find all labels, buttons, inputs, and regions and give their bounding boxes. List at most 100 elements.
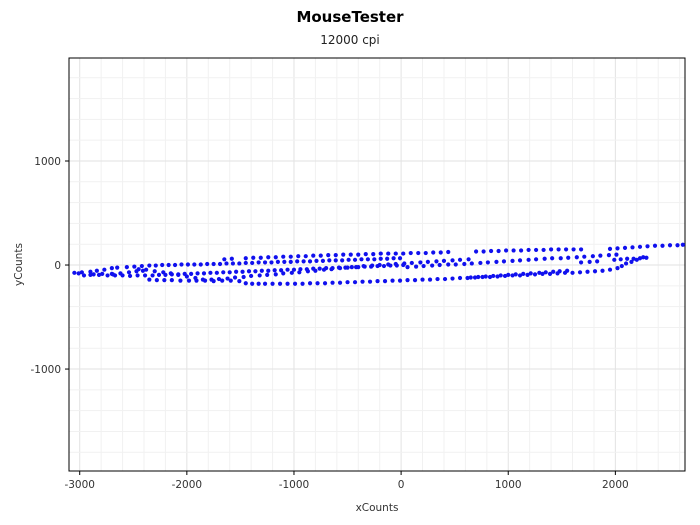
data-point	[511, 248, 516, 253]
data-point	[551, 269, 556, 274]
data-point	[457, 275, 463, 281]
data-point	[465, 275, 470, 281]
data-point	[405, 265, 410, 270]
data-point	[289, 270, 294, 275]
x-tick-label: 1000	[495, 479, 522, 491]
data-point	[578, 247, 584, 252]
data-point	[615, 266, 620, 271]
data-point	[221, 270, 226, 275]
data-point	[317, 266, 322, 271]
data-point	[587, 259, 592, 264]
data-point	[340, 258, 345, 263]
data-point	[132, 264, 137, 269]
data-point	[363, 251, 368, 257]
data-point	[667, 243, 673, 248]
data-point	[352, 280, 358, 285]
data-point	[622, 245, 628, 250]
data-point	[521, 271, 526, 276]
data-point	[169, 278, 174, 283]
data-point	[337, 280, 343, 285]
data-point	[462, 261, 467, 267]
data-point	[501, 259, 507, 264]
data-point	[281, 271, 286, 276]
data-point	[250, 281, 255, 286]
data-point	[345, 265, 350, 270]
data-point	[377, 262, 382, 268]
data-point	[94, 268, 99, 273]
data-point	[652, 243, 658, 248]
data-point	[178, 278, 183, 283]
x-tick-label: -3000	[64, 479, 95, 491]
data-point	[637, 244, 643, 249]
data-point	[118, 271, 123, 276]
y-axis: -1000 0 1000	[30, 156, 69, 376]
data-point	[418, 260, 423, 265]
data-point	[126, 270, 132, 275]
data-point	[237, 261, 242, 266]
data-point	[200, 277, 206, 282]
data-point	[385, 256, 390, 261]
data-point	[100, 271, 105, 276]
data-point	[641, 255, 646, 260]
data-point	[675, 243, 680, 248]
data-point	[577, 270, 583, 275]
data-point	[607, 267, 613, 272]
data-point	[285, 281, 290, 286]
data-point	[166, 262, 171, 268]
data-point	[279, 268, 284, 273]
data-point	[258, 255, 263, 260]
data-point	[313, 268, 318, 273]
data-point	[134, 269, 139, 274]
data-point	[393, 261, 398, 267]
data-point	[390, 278, 395, 283]
x-tick-label: -1000	[279, 479, 310, 491]
data-point	[176, 272, 181, 278]
data-point	[498, 273, 503, 278]
data-point	[160, 262, 165, 268]
data-point	[139, 263, 144, 269]
data-point	[532, 272, 538, 277]
data-point	[585, 269, 590, 274]
data-point	[558, 256, 563, 261]
data-point	[607, 246, 613, 251]
data-point	[162, 278, 167, 283]
data-point	[481, 249, 486, 254]
data-point	[402, 261, 407, 266]
data-point	[478, 260, 483, 266]
data-point	[349, 265, 354, 270]
data-point	[557, 269, 562, 274]
data-point	[295, 259, 300, 264]
data-point	[370, 263, 375, 268]
data-point	[314, 258, 319, 263]
data-point	[249, 273, 254, 279]
data-point	[496, 248, 501, 254]
data-point	[192, 262, 197, 267]
data-point	[437, 262, 442, 268]
data-point	[476, 274, 481, 280]
data-point	[623, 261, 629, 266]
data-point	[88, 272, 93, 278]
data-point	[315, 281, 320, 286]
data-point	[526, 247, 531, 253]
data-point	[483, 274, 488, 279]
data-point	[216, 276, 222, 282]
data-point	[612, 257, 617, 262]
data-point	[251, 255, 256, 260]
data-point	[105, 273, 110, 278]
data-points	[72, 242, 685, 286]
data-point	[397, 278, 403, 283]
data-point	[147, 263, 152, 268]
data-point	[372, 257, 377, 262]
data-point	[307, 281, 313, 286]
data-point	[378, 251, 383, 256]
data-point	[397, 256, 403, 261]
data-point	[423, 250, 428, 256]
data-point	[301, 259, 306, 264]
data-point	[473, 249, 479, 254]
data-point	[582, 254, 587, 259]
data-point	[495, 274, 500, 279]
data-point	[618, 257, 623, 262]
data-point	[375, 279, 380, 284]
data-point	[91, 272, 96, 277]
data-point	[273, 272, 278, 277]
